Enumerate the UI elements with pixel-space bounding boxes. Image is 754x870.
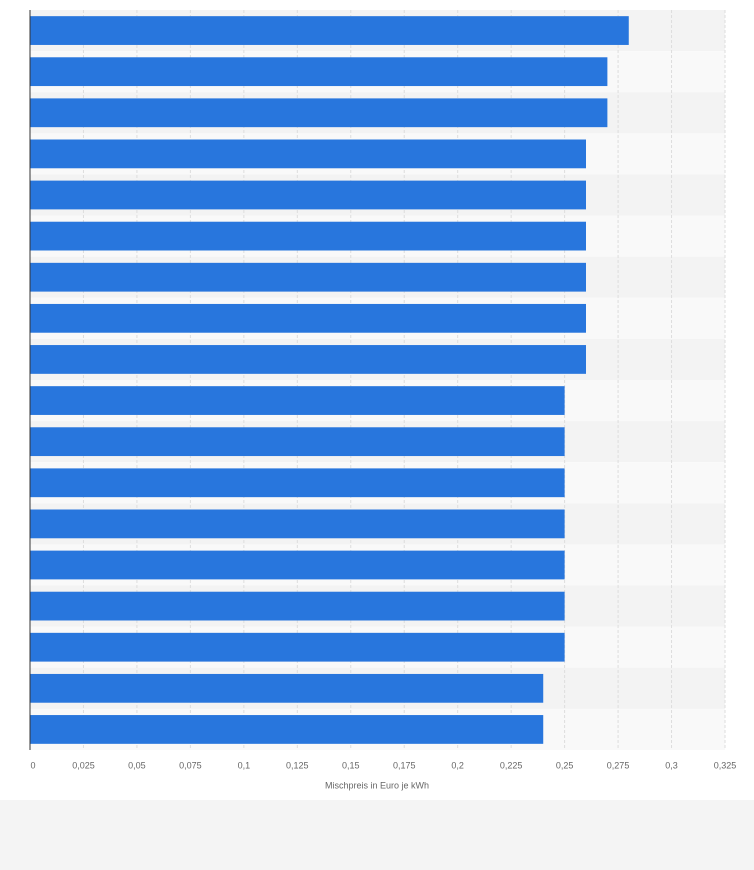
bar <box>30 715 544 744</box>
bar <box>30 303 586 333</box>
x-tick-label: 0,05 <box>128 760 146 770</box>
bar <box>30 427 565 457</box>
bar <box>30 632 565 662</box>
bar <box>30 98 608 128</box>
x-tick-label: 0,325 <box>714 760 737 770</box>
x-tick-label: 0,1 <box>238 760 251 770</box>
x-tick-label: 0,175 <box>393 760 416 770</box>
bar <box>30 221 586 251</box>
bar <box>30 16 629 45</box>
bar <box>30 386 565 415</box>
bar <box>30 262 586 292</box>
x-tick-label: 0,3 <box>665 760 678 770</box>
x-tick-label: 0,075 <box>179 760 202 770</box>
bar <box>30 345 586 374</box>
bar <box>30 468 565 498</box>
bar <box>30 139 586 169</box>
x-axis-label: Mischpreis in Euro je kWh <box>325 780 429 790</box>
x-tick-label: 0,275 <box>607 760 630 770</box>
x-tick-label: 0 <box>30 760 35 770</box>
bar <box>30 591 565 621</box>
x-tick-label: 0,125 <box>286 760 309 770</box>
x-tick-label: 0,25 <box>556 760 574 770</box>
bar <box>30 180 586 210</box>
x-tick-label: 0,025 <box>72 760 95 770</box>
bar <box>30 57 608 87</box>
bar <box>30 550 565 580</box>
footer-band <box>0 800 754 870</box>
x-tick-label: 0,2 <box>451 760 464 770</box>
x-tick-label: 0,225 <box>500 760 523 770</box>
bar <box>30 509 565 539</box>
bar <box>30 673 544 703</box>
x-tick-label: 0,15 <box>342 760 360 770</box>
